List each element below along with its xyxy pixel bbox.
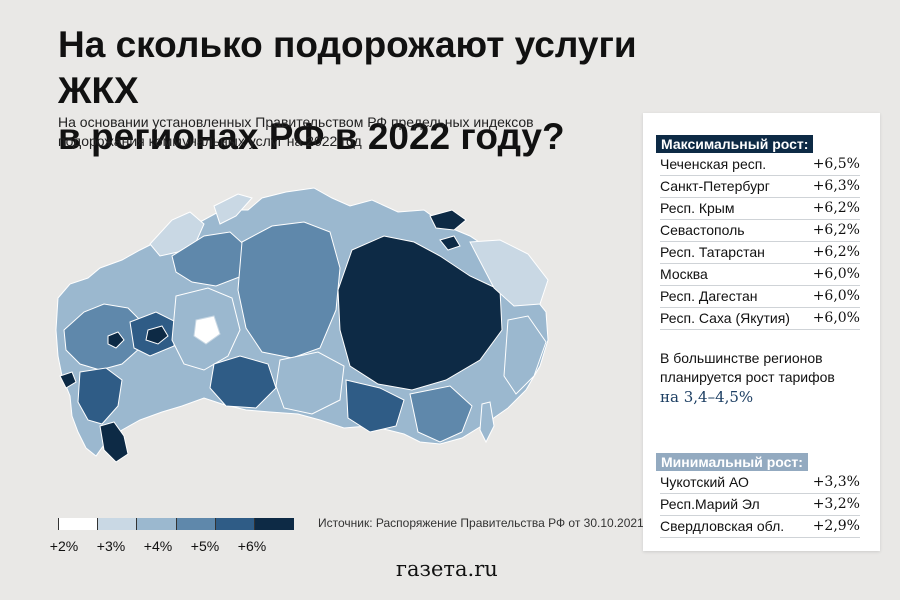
max-row: Респ. Саха (Якутия) +6,0% [660, 308, 860, 328]
min-row-value: +2,9% [812, 518, 860, 534]
legend-swatch-2 [97, 518, 137, 530]
region-south-ural [209, 355, 277, 409]
row-divider [660, 537, 860, 538]
max-row-name: Севастополь [660, 222, 745, 238]
stats-card: Максимальный рост: Чеченская респ. +6,5%… [643, 113, 880, 551]
region-arctic-islands-2 [439, 235, 461, 251]
row-divider [660, 515, 860, 516]
legend-swatch-4 [175, 518, 216, 530]
region-primorye [409, 385, 473, 443]
note-line-1: В большинстве регионов [660, 350, 823, 366]
max-row: Респ. Дагестан +6,0% [660, 286, 860, 306]
region-sakhalin [479, 401, 495, 444]
max-row: Респ. Крым +6,2% [660, 198, 860, 218]
region-sverdlovsk [193, 315, 221, 345]
legend-tick [58, 518, 59, 530]
region-caucasus [99, 421, 129, 463]
legend-tick [136, 518, 137, 530]
min-row-name: Чукотский АО [660, 474, 749, 490]
max-row: Респ. Татарстан +6,2% [660, 242, 860, 262]
max-row-value: +6,2% [812, 244, 860, 260]
legend-tick [254, 518, 255, 530]
max-row-value: +6,2% [812, 200, 860, 216]
map-legend: +2% +3% +4% +5% +6% [50, 518, 298, 563]
row-divider [660, 219, 860, 220]
legend-color-bar [58, 518, 294, 530]
brand-logo: газета.ru [396, 557, 498, 581]
max-row-name: Москва [660, 266, 708, 282]
russia-regions-map [55, 187, 549, 463]
region-arctic-islands [429, 209, 467, 231]
min-row-name: Респ.Марий Эл [660, 496, 760, 512]
row-divider [660, 329, 860, 330]
row-divider [660, 285, 860, 286]
max-row-value: +6,5% [812, 156, 860, 172]
region-tatarstan [145, 325, 169, 345]
min-row: Свердловская обл. +2,9% [660, 516, 860, 536]
min-row: Респ.Марий Эл +3,2% [660, 494, 860, 514]
page-title: На сколько подорожают услуги ЖКХ в регио… [58, 22, 698, 160]
legend-label-4: +4% [143, 538, 173, 554]
max-row-name: Респ. Саха (Якутия) [660, 310, 790, 326]
max-row-value: +6,0% [812, 266, 860, 282]
subtitle-line-2: подорожания коммунальных услуг на 2022 г… [58, 133, 362, 149]
max-row-value: +6,0% [812, 288, 860, 304]
legend-swatch-5 [215, 518, 255, 530]
region-kamchatka [503, 315, 547, 395]
max-row-value: +6,0% [812, 310, 860, 326]
title-line-1: На сколько подорожают услуги ЖКХ [58, 24, 637, 111]
legend-tick [176, 518, 177, 530]
subtitle-line-1: На основании установленных Правительство… [58, 114, 534, 130]
max-growth-header: Максимальный рост: [656, 135, 814, 153]
region-siberia-south [275, 351, 345, 415]
region-west-siberia [237, 221, 341, 359]
row-divider [660, 197, 860, 198]
max-row-value: +6,2% [812, 222, 860, 238]
title-line-2: в регионах РФ в 2022 году? [58, 116, 565, 157]
min-row-value: +3,2% [812, 496, 860, 512]
legend-tick [215, 518, 216, 530]
row-divider [660, 241, 860, 242]
max-row: Москва +6,0% [660, 264, 860, 284]
min-growth-header: Минимальный рост: [656, 453, 808, 471]
legend-label-2: +2% [49, 538, 79, 554]
row-divider [660, 307, 860, 308]
max-row-name: Санкт-Петербург [660, 178, 770, 194]
region-moscow [107, 331, 125, 349]
source-note: Источник: Распоряжение Правительства РФ … [318, 516, 644, 530]
row-divider [660, 175, 860, 176]
min-row-value: +3,3% [812, 474, 860, 490]
row-divider [660, 263, 860, 264]
max-row-name: Респ. Дагестан [660, 288, 758, 304]
region-amur [345, 379, 405, 433]
max-row-value: +6,3% [812, 178, 860, 194]
legend-swatch-6 [254, 518, 294, 530]
max-row-name: Респ. Крым [660, 200, 735, 216]
region-novaya-zemlya [213, 193, 253, 225]
majority-note: В большинстве регионов планируется рост … [660, 349, 870, 407]
region-yakutia [337, 235, 503, 391]
min-row-name: Свердловская обл. [660, 518, 785, 534]
legend-label-3: +3% [96, 538, 126, 554]
region-south [77, 367, 123, 425]
max-row: Чеченская респ. +6,5% [660, 154, 860, 174]
region-crimea [59, 371, 77, 389]
row-divider [660, 493, 860, 494]
max-row-name: Чеченская респ. [660, 156, 767, 172]
legend-tick [97, 518, 98, 530]
legend-swatch-1 [58, 518, 98, 530]
max-row: Севастополь +6,2% [660, 220, 860, 240]
max-row: Санкт-Петербург +6,3% [660, 176, 860, 196]
note-line-2: планируется рост тарифов [660, 369, 835, 385]
legend-label-6: +6% [237, 538, 267, 554]
legend-swatch-3 [136, 518, 176, 530]
legend-label-5: +5% [190, 538, 220, 554]
note-line-3: на 3,4–4,5% [660, 388, 754, 406]
max-row-name: Респ. Татарстан [660, 244, 765, 260]
min-row: Чукотский АО +3,3% [660, 472, 860, 492]
subtitle: На основании установленных Правительство… [58, 113, 618, 151]
region-chukotka [469, 239, 549, 307]
